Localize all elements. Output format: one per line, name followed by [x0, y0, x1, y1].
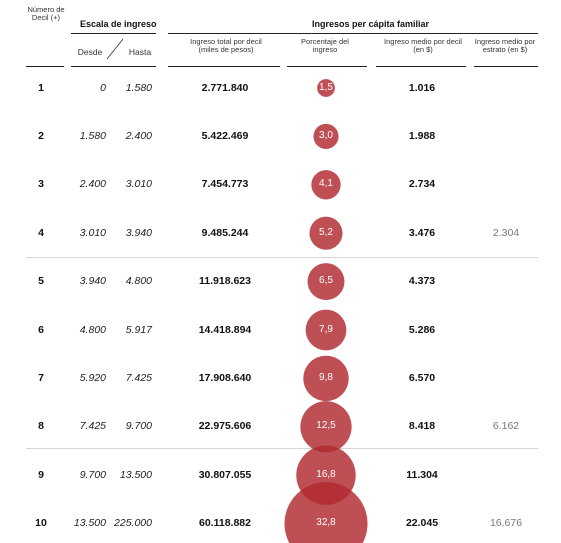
pct-label: 32,8	[316, 517, 336, 529]
total-value: 22.975.606	[198, 420, 252, 433]
pct-label: 3,0	[319, 129, 333, 141]
total-value: 9.485.244	[201, 226, 249, 239]
stratum-separator	[26, 257, 538, 258]
pct-bubble	[303, 355, 349, 402]
decil-number: 10	[35, 517, 47, 530]
pct-bubble	[313, 123, 339, 149]
medio-value: 11.304	[406, 468, 438, 481]
header-desde-label: Desde	[77, 47, 103, 57]
desde-value: 2.400	[79, 178, 106, 191]
header-col-estrato-label: Ingreso medio por estrato (en $)	[474, 37, 536, 54]
medio-value: 3.476	[408, 226, 436, 239]
header-col-medio-label: Ingreso medio por decil (en $)	[384, 37, 462, 54]
medio-value: 1.016	[408, 81, 436, 94]
desde-value: 4.800	[79, 323, 106, 336]
total-value: 14.418.894	[198, 323, 252, 336]
pct-bubble	[307, 263, 345, 301]
pct-label: 6,5	[319, 275, 333, 287]
desde-value: 7.425	[79, 420, 106, 433]
desde-value: 5.920	[79, 371, 106, 384]
pct-bubble	[309, 216, 343, 250]
estrato-value: 2.304	[492, 226, 520, 239]
header-rule-escala	[71, 33, 156, 34]
total-value: 5.422.469	[201, 129, 249, 142]
pct-bubble	[300, 401, 352, 453]
decil-number: 3	[38, 178, 44, 191]
medio-value: 4.373	[408, 275, 436, 288]
medio-value: 1.988	[408, 129, 436, 142]
decil-number: 4	[38, 226, 44, 239]
header-col-total-label: Ingreso total por decil (miles de pesos)	[190, 37, 262, 54]
decil-number: 8	[38, 420, 44, 433]
desde-value: 13.500	[73, 517, 106, 530]
header-col-pct-label: Porcentaje del ingreso	[301, 37, 349, 54]
decil-number: 1	[38, 81, 44, 94]
pct-bubble	[305, 309, 347, 351]
hasta-value: 5.917	[125, 323, 152, 336]
pct-label: 1,5	[319, 81, 333, 93]
total-value: 11.918.623	[199, 275, 251, 288]
hasta-value: 3.010	[125, 178, 152, 191]
desde-value: 0	[100, 81, 106, 94]
hasta-value: 2.400	[125, 129, 152, 142]
pct-label: 16,8	[316, 468, 336, 480]
medio-value: 6.570	[408, 371, 436, 384]
stratum-separator	[26, 448, 538, 449]
rule-total	[168, 66, 280, 67]
hasta-value: 1.580	[125, 81, 152, 94]
hasta-value: 13.500	[119, 468, 152, 481]
desde-value: 9.700	[79, 468, 106, 481]
medio-value: 8.418	[408, 420, 436, 433]
header-decil-label: Número de Decil (+)	[27, 5, 65, 22]
rule-estrato	[474, 66, 538, 67]
estrato-value: 6.162	[492, 420, 520, 433]
decil-number: 6	[38, 323, 44, 336]
header-ingresos-group-label: Ingresos per cápita familiar	[312, 19, 430, 29]
medio-value: 5.286	[408, 323, 436, 336]
decil-number: 2	[38, 129, 44, 142]
decil-number: 7	[38, 371, 44, 384]
rule-decil	[26, 66, 64, 67]
rule-medio	[376, 66, 466, 67]
decil-number: 9	[38, 468, 44, 481]
medio-value: 22.045	[405, 517, 439, 530]
total-value: 60.118.882	[199, 517, 251, 530]
hasta-value: 225.000	[114, 517, 152, 530]
pct-bubble	[317, 79, 335, 97]
header-hasta-label: Hasta	[128, 47, 152, 57]
hasta-value: 4.800	[125, 275, 152, 288]
pct-bubble	[284, 482, 368, 543]
total-value: 17.908.640	[198, 371, 252, 384]
pct-label: 5,2	[319, 226, 333, 238]
pct-bubble	[311, 170, 341, 200]
rule-pct	[287, 66, 367, 67]
desde-value: 3.940	[79, 275, 106, 288]
pct-label: 9,8	[319, 371, 333, 383]
pct-label: 7,9	[319, 323, 333, 335]
hasta-value: 3.940	[125, 226, 152, 239]
pct-label: 12,5	[316, 420, 336, 432]
header-slash	[106, 38, 124, 60]
desde-value: 3.010	[79, 226, 106, 239]
total-value: 2.771.840	[201, 81, 249, 94]
header-escala-label: Escala de ingreso	[80, 19, 157, 29]
header-rule-ingresos	[168, 33, 538, 34]
total-value: 7.454.773	[201, 178, 249, 191]
rule-escala	[71, 66, 156, 67]
decil-number: 5	[38, 275, 44, 288]
desde-value: 1.580	[79, 129, 106, 142]
pct-label: 4,1	[319, 178, 333, 190]
medio-value: 2.734	[408, 178, 436, 191]
hasta-value: 7.425	[125, 371, 152, 384]
hasta-value: 9.700	[125, 420, 152, 433]
total-value: 30.807.055	[198, 468, 252, 481]
estrato-value: 16.676	[489, 517, 523, 530]
